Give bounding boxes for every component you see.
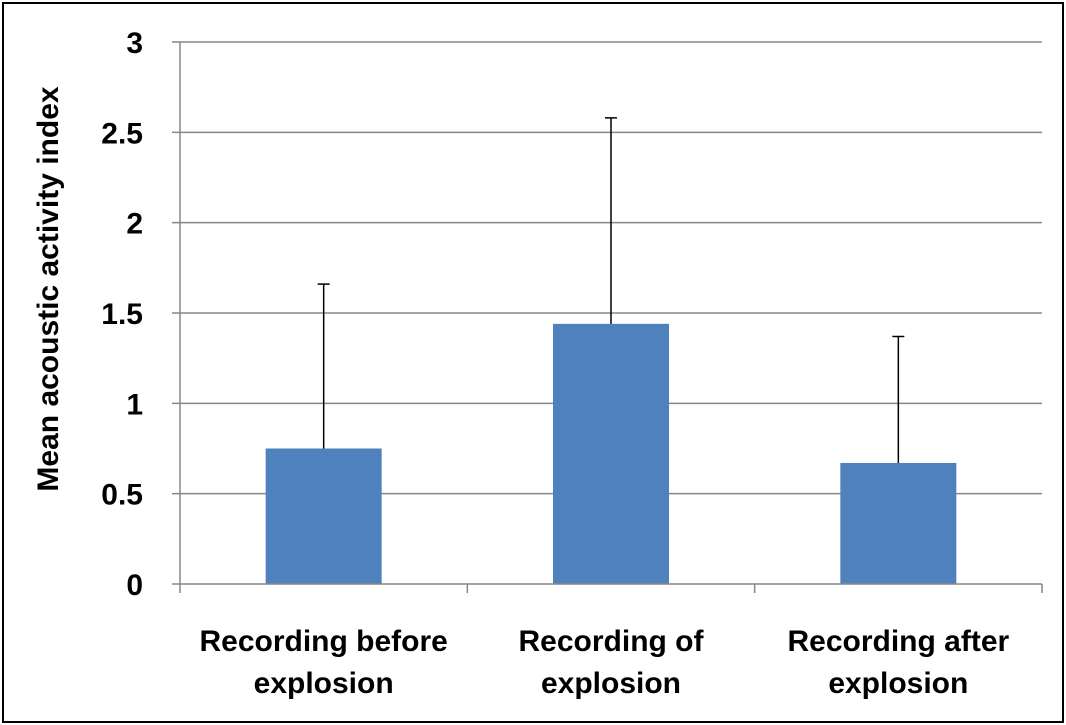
y-axis-title: Mean acoustic activity index bbox=[32, 86, 65, 491]
x-category-labels: Recording before explosion Recording of exp… bbox=[199, 625, 1009, 700]
y-tick-label: 1.5 bbox=[101, 298, 143, 331]
bars bbox=[265, 323, 957, 584]
y-tick-label: 2.5 bbox=[101, 117, 143, 150]
bar bbox=[840, 462, 957, 584]
y-tick-label: 1 bbox=[126, 388, 143, 421]
y-tick-label: 0 bbox=[126, 569, 143, 602]
error-bars bbox=[317, 117, 905, 463]
axes bbox=[172, 41, 1043, 593]
bar bbox=[265, 448, 382, 584]
x-category-label: explosion bbox=[254, 667, 394, 700]
y-tick-label: 0.5 bbox=[101, 479, 143, 512]
y-tick-label: 2 bbox=[126, 208, 143, 241]
y-tick-label: 3 bbox=[126, 27, 143, 60]
x-category-label: explosion bbox=[828, 667, 968, 700]
x-category-label: Recording after bbox=[787, 625, 1009, 658]
x-category-label: Recording of bbox=[519, 625, 705, 658]
x-category-label: Recording before bbox=[199, 625, 447, 658]
bar bbox=[553, 323, 669, 584]
y-tick-labels: 0 0.5 1 1.5 2 2.5 3 bbox=[101, 27, 143, 602]
x-category-label: explosion bbox=[541, 667, 681, 700]
